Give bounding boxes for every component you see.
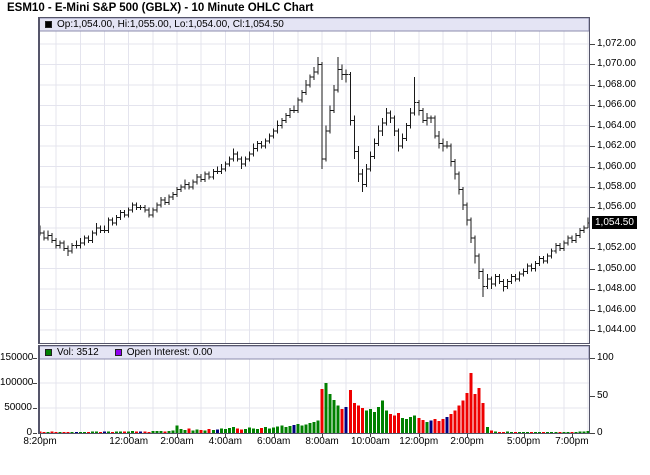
price-legend: Op:1,054.00, Hi:1,055.00, Lo:1,054.00, C… (39, 18, 588, 31)
time-axis-label: 12:00am (109, 436, 149, 447)
volume-text: Vol: 3512 (57, 347, 99, 358)
volume-legend-marker-icon (45, 349, 52, 356)
volume-axis-label: 0 (26, 427, 32, 438)
time-axis-label: 10:00am (350, 436, 390, 447)
time-axis-label: 6:00am (257, 436, 291, 447)
price-axis-tick (590, 330, 595, 331)
price-axis-label: 1,058.00 (597, 181, 636, 192)
time-axis-label: 8:20pm (23, 436, 57, 447)
price-axis-label: 1,044.00 (597, 324, 636, 335)
price-axis-tick (590, 309, 595, 311)
time-axis-tick (523, 434, 525, 437)
price-axis-tick (590, 268, 595, 270)
price-axis-label: 1,052.00 (597, 242, 636, 254)
volume-chart-svg (38, 345, 590, 434)
time-axis-tick (571, 434, 573, 437)
time-axis-tick (467, 434, 469, 437)
price-axis-label: 1,062.00 (597, 140, 636, 152)
price-axis-tick (590, 289, 595, 291)
volume-legend: Vol: 3512 Open Interest: 0.00 (39, 346, 588, 359)
price-axis-label: 1,048.00 (597, 283, 636, 295)
open-interest-axis-tick (590, 433, 595, 434)
time-axis-label: 12:00pm (399, 436, 439, 447)
price-axis-label: 1,066.00 (597, 99, 636, 111)
price-axis-label: 1,068.00 (597, 78, 636, 90)
volume-panel (38, 345, 590, 434)
price-axis-tick (590, 125, 595, 127)
last-price-label: 1,054.50 (592, 215, 637, 229)
open-interest-axis-label: 0 (597, 427, 603, 438)
time-axis-tick (370, 434, 372, 437)
time-axis-tick (273, 434, 275, 437)
price-axis-label: 1,064.00 (597, 119, 636, 131)
time-axis-tick (177, 434, 178, 437)
time-axis-tick (128, 434, 130, 437)
time-axis-label: 4:00am (208, 436, 243, 447)
price-axis-label: 1,056.00 (597, 201, 636, 213)
volume-axis-label: 50000 (4, 402, 32, 413)
price-axis-tick (590, 248, 595, 250)
chart-title: ESM10 - E-Mini S&P 500 (GBLX) - 10 Minut… (7, 2, 314, 14)
price-axis-label: 1,046.00 (597, 303, 636, 315)
time-axis-label: 7:00pm (555, 436, 589, 447)
open-interest-legend-marker-icon (114, 349, 122, 356)
time-axis-label: 2:00am (160, 436, 194, 447)
price-axis-label: 1,060.00 (597, 160, 636, 172)
price-axis-label: 1,072.00 (597, 38, 636, 49)
price-axis-tick (590, 64, 595, 66)
volume-axis-label: 150000 (0, 352, 34, 363)
time-axis-tick (322, 434, 324, 437)
open-interest-axis-label: 100 (597, 352, 614, 363)
time-axis-tick (225, 434, 227, 437)
open-interest-text: Open Interest: 0.00 (126, 347, 213, 358)
volume-axis-tick (33, 433, 37, 434)
volume-axis-tick (33, 408, 37, 409)
volume-axis-tick (33, 358, 37, 359)
time-axis-tick (418, 434, 420, 437)
time-axis-label: 8:00am (305, 436, 339, 447)
price-axis-tick (590, 105, 595, 107)
ohlc-values-text: Op:1,054.00, Hi:1,055.00, Lo:1,054.00, C… (57, 19, 284, 30)
volume-axis-tick (33, 383, 37, 384)
time-axis-label: 5:00pm (506, 436, 541, 447)
price-chart-svg (38, 17, 590, 344)
time-axis-label: 2:00pm (450, 436, 484, 447)
open-interest-axis-tick (590, 358, 595, 359)
price-axis-tick (590, 146, 595, 148)
price-panel (38, 17, 590, 344)
price-axis-label: 1,070.00 (597, 58, 636, 70)
price-axis-tick (590, 84, 595, 86)
price-axis-tick (590, 166, 595, 168)
price-axis-tick (590, 187, 595, 188)
open-interest-axis-tick (590, 395, 595, 397)
price-axis-label: 1,050.00 (597, 262, 636, 274)
price-axis-tick (590, 44, 595, 45)
open-interest-axis-label: 50 (597, 389, 609, 401)
time-axis-tick (40, 434, 41, 437)
price-axis-tick (590, 207, 595, 209)
ohlc-legend-marker-icon (45, 21, 52, 28)
volume-axis-label: 100000 (0, 377, 34, 388)
